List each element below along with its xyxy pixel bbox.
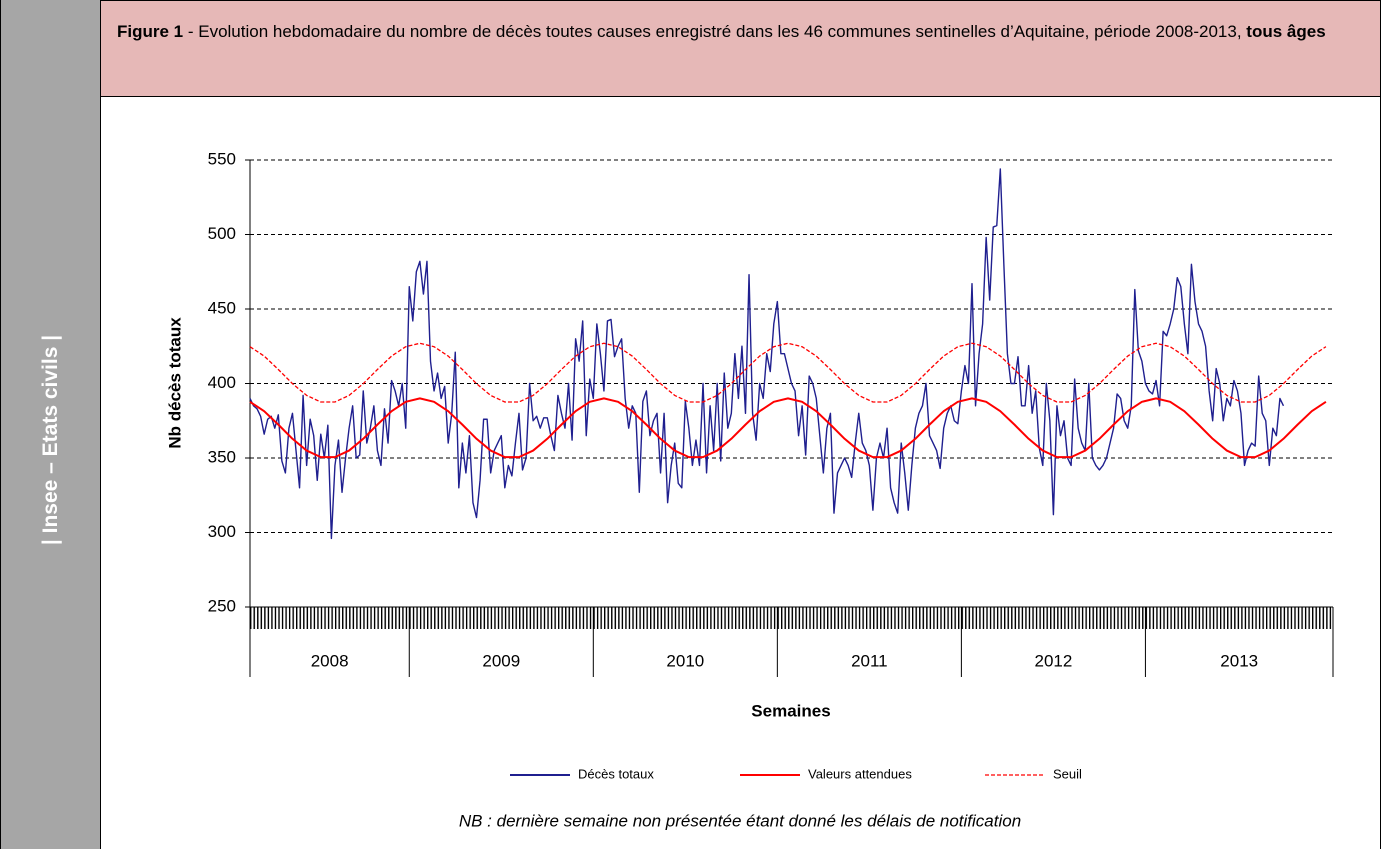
y-tick-label: 250 [208,596,236,615]
series-line [249,168,1285,540]
x-group-label: 2008 [311,651,349,670]
y-axis-title: Nb décès totaux [165,317,184,449]
y-tick-label: 300 [208,522,236,541]
y-tick-label: 400 [208,373,236,392]
legend-label: Valeurs attendues [808,766,912,781]
y-tick-label: 450 [208,298,236,317]
figure-emphasis: tous âges [1246,22,1326,41]
x-group-label: 2009 [482,651,520,670]
series-line [249,397,1327,459]
figure-header: Figure 1 - Evolution hebdomadaire du nom… [100,0,1381,97]
x-group-label: 2010 [666,651,704,670]
y-tick-label: 350 [208,447,236,466]
y-tick-label: 550 [208,149,236,168]
legend-label: Décès totaux [578,766,654,781]
y-tick-label: 500 [208,224,236,243]
note: NB : dernière semaine non présentée étan… [459,811,1021,830]
figure-label: Figure 1 [117,22,184,41]
figure-caption: - Evolution hebdomadaire du nombre de dé… [183,22,1247,41]
x-group-label: 2013 [1220,651,1258,670]
series-line [249,342,1327,403]
week-ticks [250,607,1333,629]
x-axis-title: Semaines [751,701,830,720]
x-group-label: 2012 [1034,651,1072,670]
legend-label: Seuil [1053,766,1082,781]
x-group-label: 2011 [851,651,888,670]
sidebar: | Insee – Etats civils | [0,0,100,849]
